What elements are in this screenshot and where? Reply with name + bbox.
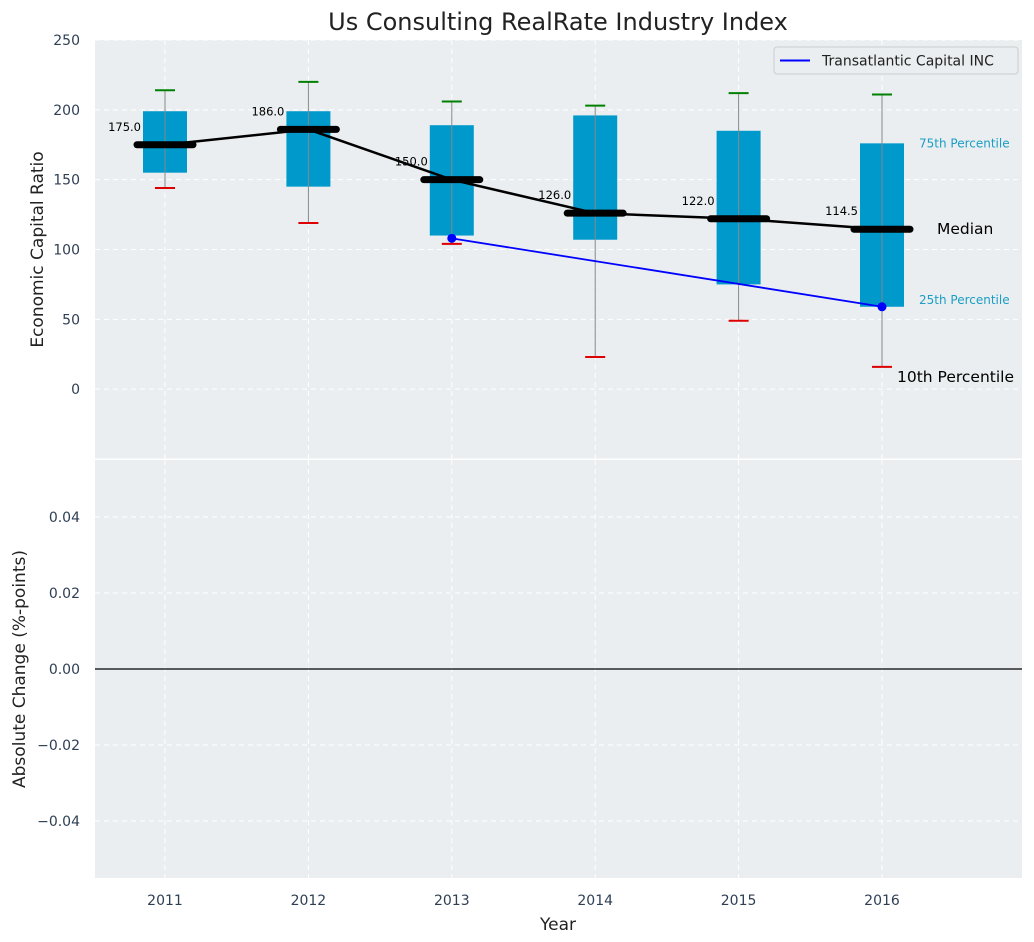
median-value-label-2016: 114.5 bbox=[825, 204, 858, 218]
x-tick-label: 2016 bbox=[864, 893, 900, 909]
top-y-tick-label: 50 bbox=[62, 312, 80, 328]
median-value-label-2013: 150.0 bbox=[395, 155, 428, 169]
x-tick-label: 2015 bbox=[721, 893, 757, 909]
bottom-y-tick-label: −0.02 bbox=[37, 738, 80, 754]
bottom-y-tick-label: −0.04 bbox=[37, 814, 80, 830]
legend-frame bbox=[773, 46, 1019, 75]
legend: Transatlantic Capital INC bbox=[773, 46, 1019, 75]
bottom-y-tick-label: 0.04 bbox=[49, 510, 80, 526]
top-y-tick-label: 200 bbox=[53, 103, 80, 119]
annotation-p75: 75th Percentile bbox=[919, 136, 1010, 150]
top-y-tick-label: 100 bbox=[53, 243, 80, 259]
median-value-label-2015: 122.0 bbox=[682, 194, 715, 208]
median-value-label-2014: 126.0 bbox=[538, 188, 571, 202]
bottom-panel: −0.04 −0.02 0.00 0.02 0.04 Absolute Change (%… bbox=[10, 460, 1022, 909]
company-line bbox=[451, 237, 883, 308]
top-y-tick-label: 250 bbox=[53, 33, 80, 49]
median-value-label-2011: 175.0 bbox=[108, 120, 141, 134]
bottom-y-axis-label: Absolute Change (%-points) bbox=[10, 550, 30, 788]
x-tick-label: 2014 bbox=[577, 893, 613, 909]
bottom-y-tick-label: 0.00 bbox=[49, 662, 80, 678]
top-panel: 0 50 100 150 200 250 Economic Capital Ratio 175… bbox=[28, 33, 1022, 461]
legend-label-company: Transatlantic Capital INC bbox=[821, 54, 994, 70]
x-tick-label: 2012 bbox=[291, 893, 327, 909]
annotation-p25: 25th Percentile bbox=[919, 293, 1010, 307]
median-value-label-2012: 186.0 bbox=[251, 104, 284, 118]
chart-title: Us Consulting RealRate Industry Index bbox=[328, 8, 788, 36]
x-axis-label: Year bbox=[539, 915, 576, 935]
bottom-y-tick-label: 0.02 bbox=[49, 586, 80, 602]
annotation-p10: 10th Percentile bbox=[897, 368, 1014, 386]
x-tick-label: 2013 bbox=[434, 893, 470, 909]
top-y-axis-label: Economic Capital Ratio bbox=[28, 151, 48, 347]
company-point-2016 bbox=[877, 302, 887, 312]
top-y-tick-label: 0 bbox=[71, 382, 80, 398]
company-point-2013 bbox=[447, 233, 457, 243]
x-tick-label: 2011 bbox=[147, 893, 183, 909]
annotation-median: Median bbox=[937, 220, 993, 238]
top-y-tick-label: 150 bbox=[53, 173, 80, 189]
